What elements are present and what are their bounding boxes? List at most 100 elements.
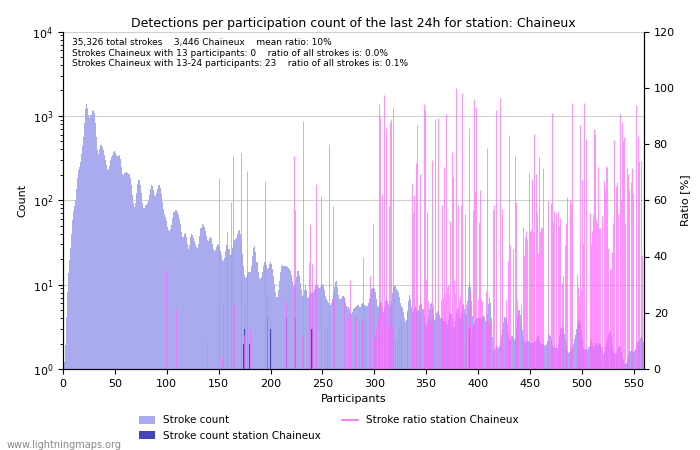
Bar — [260, 277, 262, 450]
Bar — [551, 341, 552, 450]
Bar — [348, 369, 349, 450]
Bar — [354, 369, 355, 450]
Bar — [111, 157, 112, 450]
Bar — [619, 346, 620, 450]
Bar — [116, 155, 118, 450]
Bar — [312, 292, 314, 450]
Bar — [244, 329, 245, 450]
Bar — [594, 346, 595, 450]
Bar — [154, 195, 155, 450]
Bar — [449, 314, 451, 450]
Bar — [243, 344, 244, 450]
Bar — [519, 310, 520, 450]
Bar — [363, 304, 365, 450]
Bar — [467, 369, 468, 450]
Bar — [378, 369, 379, 450]
Bar — [270, 262, 271, 450]
Bar — [475, 320, 477, 450]
Bar — [355, 369, 356, 450]
Bar — [96, 137, 97, 450]
Bar — [546, 344, 547, 450]
Bar — [557, 369, 559, 450]
Bar — [453, 325, 454, 450]
Bar — [599, 344, 600, 450]
Bar — [225, 251, 226, 450]
Bar — [275, 292, 276, 450]
Bar — [301, 369, 302, 450]
Bar — [374, 369, 376, 450]
Bar — [559, 369, 561, 450]
Text: 35,326 total strokes    3,446 Chaineux    mean ratio: 10%
Strokes Chaineux with : 35,326 total strokes 3,446 Chaineux mean… — [71, 38, 408, 68]
Bar — [600, 344, 601, 450]
Bar — [582, 339, 583, 450]
Bar — [184, 234, 185, 450]
Bar — [197, 248, 198, 450]
Bar — [477, 369, 479, 450]
Bar — [161, 194, 162, 450]
Bar — [165, 217, 166, 450]
Bar — [405, 322, 406, 450]
Bar — [226, 245, 228, 450]
Bar — [503, 322, 505, 450]
Bar — [542, 369, 543, 450]
Bar — [335, 282, 337, 450]
Bar — [641, 369, 643, 450]
Bar — [602, 369, 603, 450]
Bar — [387, 301, 388, 450]
Bar — [71, 234, 72, 450]
Bar — [198, 244, 200, 450]
Bar — [536, 339, 537, 450]
Bar — [109, 166, 110, 450]
Bar — [432, 308, 433, 450]
Bar — [120, 166, 122, 450]
Bar — [495, 348, 496, 450]
Bar — [322, 284, 323, 450]
Bar — [511, 337, 512, 450]
Bar — [464, 309, 465, 450]
Bar — [539, 340, 540, 450]
Bar — [490, 303, 491, 450]
Bar — [442, 319, 443, 450]
Bar — [566, 369, 567, 450]
Bar — [612, 345, 613, 450]
Bar — [137, 184, 138, 450]
Bar — [518, 369, 519, 450]
Bar — [193, 238, 194, 450]
Bar — [208, 241, 209, 450]
Bar — [466, 315, 467, 450]
Bar — [517, 369, 518, 450]
Bar — [81, 154, 82, 450]
Bar — [358, 306, 359, 450]
Bar — [164, 214, 165, 450]
Bar — [641, 336, 643, 450]
Bar — [301, 290, 302, 450]
Bar — [232, 242, 234, 450]
Bar — [68, 273, 69, 450]
Bar — [567, 351, 568, 450]
Bar — [386, 299, 387, 450]
Bar — [551, 369, 552, 450]
Bar — [559, 336, 561, 450]
Bar — [167, 227, 168, 450]
Bar — [451, 314, 452, 450]
Bar — [237, 234, 238, 450]
Bar — [400, 369, 402, 450]
Bar — [626, 363, 627, 450]
Bar — [398, 369, 400, 450]
Bar — [125, 172, 126, 450]
Bar — [200, 228, 202, 450]
Bar — [471, 369, 472, 450]
Bar — [591, 369, 592, 450]
Bar — [544, 345, 545, 450]
Bar — [302, 296, 303, 450]
Bar — [518, 310, 519, 450]
Bar — [480, 318, 481, 450]
Bar — [467, 302, 468, 450]
Bar — [433, 369, 434, 450]
Bar — [611, 369, 612, 450]
Bar — [580, 369, 581, 450]
Bar — [470, 287, 471, 450]
Bar — [211, 239, 212, 450]
Bar — [181, 232, 182, 450]
Bar — [636, 345, 637, 450]
